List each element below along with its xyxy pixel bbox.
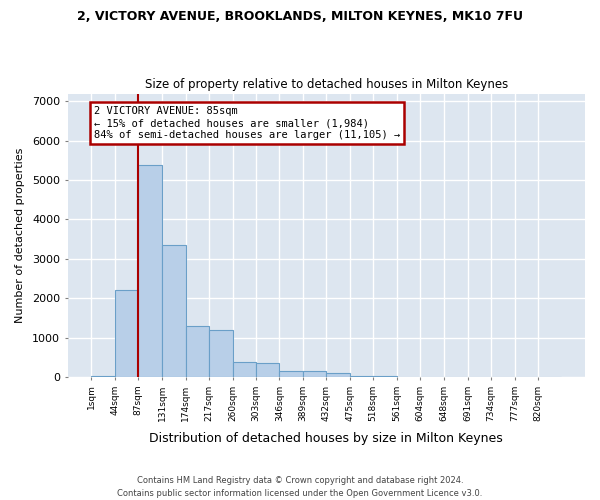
Bar xyxy=(350,376,373,377)
Text: 2 VICTORY AVENUE: 85sqm
← 15% of detached houses are smaller (1,984)
84% of semi: 2 VICTORY AVENUE: 85sqm ← 15% of detache… xyxy=(94,106,400,140)
Bar xyxy=(280,372,303,377)
Bar xyxy=(185,326,209,377)
Bar xyxy=(138,165,162,377)
Title: Size of property relative to detached houses in Milton Keynes: Size of property relative to detached ho… xyxy=(145,78,508,91)
Bar xyxy=(162,245,185,377)
Text: Contains HM Land Registry data © Crown copyright and database right 2024.
Contai: Contains HM Land Registry data © Crown c… xyxy=(118,476,482,498)
X-axis label: Distribution of detached houses by size in Milton Keynes: Distribution of detached houses by size … xyxy=(149,432,503,445)
Bar xyxy=(233,362,256,377)
Bar xyxy=(115,290,138,377)
Text: 2, VICTORY AVENUE, BROOKLANDS, MILTON KEYNES, MK10 7FU: 2, VICTORY AVENUE, BROOKLANDS, MILTON KE… xyxy=(77,10,523,23)
Bar xyxy=(326,373,350,377)
Bar xyxy=(91,376,115,377)
Bar xyxy=(209,330,233,377)
Bar xyxy=(256,364,280,377)
Bar xyxy=(303,371,326,377)
Y-axis label: Number of detached properties: Number of detached properties xyxy=(15,148,25,323)
